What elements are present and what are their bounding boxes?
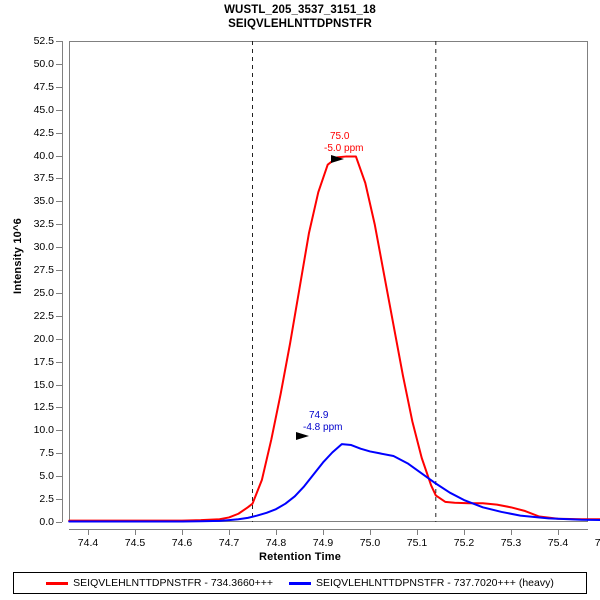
peak-annotation-light: 75.0 -5.0 ppm <box>324 131 363 154</box>
plot-frame <box>69 41 588 522</box>
x-axis-tick-label: 75.5 <box>594 537 600 549</box>
legend-color-swatch <box>289 581 312 585</box>
y-axis-tick-label: 42.5 <box>33 127 54 139</box>
y-axis-tick-label: 37.5 <box>33 172 54 184</box>
y-axis-tick <box>56 339 62 340</box>
y-axis-tick-label: 10.0 <box>33 424 54 436</box>
y-axis-tick <box>56 41 62 42</box>
x-axis-tick <box>417 529 418 535</box>
y-axis-tick <box>56 270 62 271</box>
y-axis-tick <box>56 133 62 134</box>
annotation-mass-error: -4.8 ppm <box>303 421 343 433</box>
y-axis-tick-label: 45.0 <box>33 104 54 116</box>
y-axis-tick-label: 30.0 <box>33 241 54 253</box>
y-axis-tick <box>56 499 62 500</box>
annotation-retention-time: 75.0 <box>330 131 350 142</box>
y-axis-title: Intensity 10^6 <box>12 218 24 294</box>
y-axis-tick-labels: 0.0 2.5 5.0 7.5 10.0 12.5 15.0 17.5 20.0 22.5 25.0… <box>0 0 54 565</box>
x-axis-tick <box>88 529 89 535</box>
y-axis-tick <box>56 316 62 317</box>
x-axis-tick-label: 74.7 <box>218 537 240 549</box>
y-axis-tick-label: 35.0 <box>33 195 54 207</box>
chart-title: WUSTL_205_3537_3151_18 SEIQVLEHLNTTDPNST… <box>0 3 600 31</box>
y-axis-tick-label: 50.0 <box>33 58 54 70</box>
y-axis-tick-label: 12.5 <box>33 401 54 413</box>
x-axis-tick-label: 75.2 <box>453 537 475 549</box>
x-axis-tick <box>323 529 324 535</box>
y-axis-tick <box>56 201 62 202</box>
y-axis-tick-label: 27.5 <box>33 264 54 276</box>
legend-entry-heavy[interactable]: SEIQVLEHLNTTDPNSTFR - 737.7020+++ (heavy… <box>289 577 554 589</box>
x-axis-tick-label: 75.3 <box>500 537 522 549</box>
x-axis-title: Retention Time <box>258 551 342 563</box>
y-axis-tick-label: 7.5 <box>39 447 54 459</box>
y-axis-line <box>62 41 63 522</box>
y-axis-tick <box>56 385 62 386</box>
x-axis-tick-label: 74.9 <box>312 537 334 549</box>
y-axis-tick-label: 15.0 <box>33 379 54 391</box>
y-axis-tick-label: 40.0 <box>33 150 54 162</box>
legend-entry-light[interactable]: SEIQVLEHLNTTDPNSTFR - 734.3660+++ <box>46 577 273 589</box>
y-axis-tick <box>56 293 62 294</box>
x-axis-tick-label: 75.0 <box>359 537 381 549</box>
y-axis-tick-label: 25.0 <box>33 287 54 299</box>
y-axis-tick <box>56 156 62 157</box>
x-axis-tick <box>464 529 465 535</box>
annotation-mass-error: -5.0 ppm <box>324 142 364 154</box>
x-axis-tick-label: 75.4 <box>547 537 569 549</box>
x-axis-tick-label: 74.8 <box>265 537 287 549</box>
y-axis-tick-label: 32.5 <box>33 218 54 230</box>
y-axis-tick <box>56 522 62 523</box>
y-axis-tick-label: 0.0 <box>39 516 54 528</box>
y-axis-tick-label: 20.0 <box>33 333 54 345</box>
x-axis-tick <box>370 529 371 535</box>
x-axis-tick <box>229 529 230 535</box>
legend-label: SEIQVLEHLNTTDPNSTFR - 737.7020+++ (heavy… <box>316 577 554 589</box>
y-axis-tick <box>56 224 62 225</box>
y-axis-tick <box>56 178 62 179</box>
y-axis-tick <box>56 430 62 431</box>
legend-label: SEIQVLEHLNTTDPNSTFR - 734.3660+++ <box>73 577 274 589</box>
y-axis-tick <box>56 362 62 363</box>
x-axis-tick-label: 74.6 <box>171 537 193 549</box>
x-axis-tick <box>511 529 512 535</box>
x-axis-tick <box>135 529 136 535</box>
y-axis-tick-label: 47.5 <box>33 81 54 93</box>
y-axis-tick-label: 5.0 <box>39 470 54 482</box>
x-axis-tick <box>182 529 183 535</box>
y-axis-tick <box>56 64 62 65</box>
legend-color-swatch <box>46 581 69 585</box>
chart-title-line-1: WUSTL_205_3537_3151_18 <box>224 4 376 16</box>
y-axis-tick <box>56 453 62 454</box>
y-axis-tick <box>56 476 62 477</box>
y-axis-tick-label: 2.5 <box>39 493 54 505</box>
y-axis-tick-label: 17.5 <box>33 356 54 368</box>
x-axis-tick-label: 75.1 <box>406 537 428 549</box>
x-axis-tick-label: 74.4 <box>77 537 99 549</box>
y-axis-tick <box>56 110 62 111</box>
x-axis-tick-label: 74.5 <box>124 537 146 549</box>
y-axis-tick <box>56 87 62 88</box>
x-axis-tick <box>276 529 277 535</box>
chart-title-line-2: SEIQVLEHLNTTDPNSTFR <box>228 18 372 30</box>
x-axis-line <box>69 529 588 530</box>
annotation-retention-time: 74.9 <box>309 410 329 421</box>
y-axis-tick-label: 22.5 <box>33 310 54 322</box>
y-axis-tick-label: 52.5 <box>33 35 54 47</box>
y-axis-tick <box>56 407 62 408</box>
chart-plot-area[interactable]: 0.0 2.5 5.0 7.5 10.0 12.5 15.0 17.5 20.0 22.5 25.0… <box>0 0 600 565</box>
chart-legend[interactable]: SEIQVLEHLNTTDPNSTFR - 734.3660+++ SEIQVLE… <box>13 572 587 594</box>
x-axis-tick <box>558 529 559 535</box>
peak-annotation-heavy: 74.9 -4.8 ppm <box>303 410 342 433</box>
y-axis-tick <box>56 247 62 248</box>
